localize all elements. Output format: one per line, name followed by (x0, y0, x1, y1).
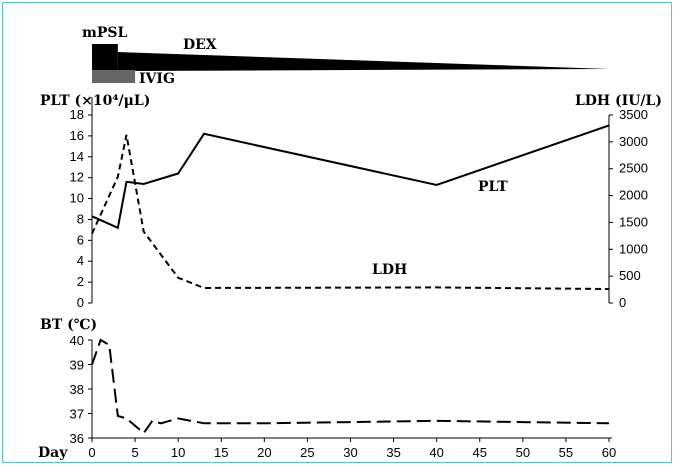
bt-tick-labels: 36 37 38 39 40 (70, 333, 92, 446)
bt-tick-label: 40 (70, 333, 84, 348)
day-tick-label: 0 (88, 445, 95, 460)
day-tick-label: 45 (473, 445, 487, 460)
ldh-tick-label: 3000 (619, 134, 648, 149)
bt-tick-label: 36 (70, 431, 84, 446)
bt-tick-label: 37 (70, 407, 84, 422)
bt-panel: BT (℃) 36 37 38 39 40 Day 0 5 10 15 20 25 30 35 40 45… (38, 317, 616, 461)
day-tick-label: 10 (171, 445, 185, 460)
plt-tick-label: 8 (77, 211, 84, 226)
plt-tick-label: 10 (70, 191, 84, 206)
bt-tick-label: 38 (70, 382, 84, 397)
mpsl-bar (92, 44, 118, 71)
day-tick-label: 30 (343, 445, 357, 460)
x-axis-label: Day (38, 445, 68, 461)
bt-series-line (91, 338, 610, 435)
ldh-tick-label: 3500 (619, 107, 648, 122)
ldh-tick-labels: 0 500 1000 1500 2000 2500 3000 3500 (609, 107, 648, 310)
day-tick-labels: 0 5 10 15 20 25 30 35 40 45 50 55 60 (88, 438, 616, 460)
ldh-tick-label: 2000 (619, 188, 648, 203)
plt-tick-label: 14 (70, 149, 84, 164)
plt-tick-label: 16 (70, 128, 84, 143)
plt-tick-label: 12 (70, 170, 84, 185)
day-tick-label: 15 (214, 445, 228, 460)
ivig-label: IVIG (139, 71, 175, 87)
plt-series-line (91, 124, 610, 230)
dex-label: DEX (183, 37, 217, 53)
day-tick-label: 20 (257, 445, 271, 460)
dex-wedge (117, 52, 609, 71)
ldh-tick-label: 1500 (619, 214, 648, 229)
day-tick-label: 60 (602, 445, 616, 460)
day-tick-label: 35 (386, 445, 400, 460)
mpsl-label: mPSL (82, 25, 127, 41)
day-tick-label: 40 (429, 445, 443, 460)
plt-tick-label: 4 (77, 253, 84, 268)
plt-tick-label: 0 (77, 295, 84, 310)
plt-ldh-panel: PLT (×10⁴/μL) LDH (IU/L) 0 2 4 6 8 10 12 14 16 18… (40, 93, 662, 310)
plt-series-label: PLT (478, 179, 508, 195)
plt-tick-label: 18 (70, 107, 84, 122)
plt-tick-label: 2 (77, 274, 84, 289)
day-tick-label: 55 (559, 445, 573, 460)
treatment-timeline: mPSL DEX IVIG (82, 25, 609, 87)
ldh-series-label: LDH (372, 262, 407, 278)
bt-axis-label: BT (℃) (40, 317, 97, 333)
day-tick-label: 50 (516, 445, 530, 460)
plt-tick-label: 6 (77, 232, 84, 247)
bt-tick-label: 39 (70, 358, 84, 373)
ldh-tick-label: 1000 (619, 241, 648, 256)
ivig-bar (92, 70, 136, 83)
ldh-series-line (91, 134, 610, 291)
day-tick-label: 5 (131, 445, 138, 460)
ldh-tick-label: 0 (619, 295, 626, 310)
day-tick-label: 25 (300, 445, 314, 460)
ldh-axis-label: LDH (IU/L) (575, 93, 662, 109)
ldh-tick-label: 500 (619, 268, 641, 283)
plt-tick-labels: 0 2 4 6 8 10 12 14 16 18 (70, 107, 92, 310)
plt-axis-label: PLT (×10⁴/μL) (40, 93, 150, 109)
ldh-tick-label: 2500 (619, 161, 648, 176)
